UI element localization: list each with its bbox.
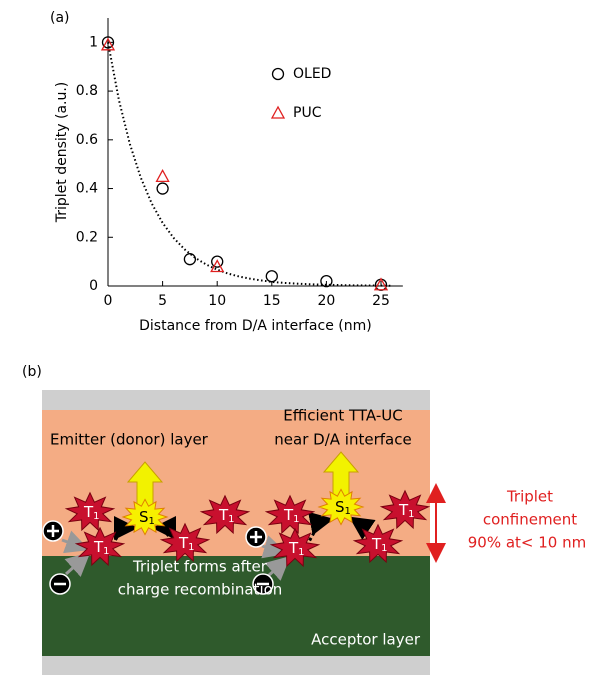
triplet-star — [379, 489, 431, 530]
triplet-star — [199, 494, 251, 535]
y-tick-label: 0.6 — [76, 132, 98, 148]
state-symbol: T — [178, 534, 189, 552]
state-symbol: T — [371, 535, 382, 553]
point — [183, 253, 197, 266]
x-tick-label: 25 — [372, 293, 390, 309]
point — [265, 270, 278, 283]
x-tick-label: 15 — [263, 293, 281, 309]
charge-arrow — [61, 530, 90, 554]
x-tick-label: 0 — [104, 293, 113, 309]
panel-label: (a) — [50, 10, 70, 26]
triplet-star — [64, 491, 116, 532]
charge-arrow — [264, 556, 291, 581]
state-index: 1 — [381, 543, 387, 554]
x-tick-label: 10 — [208, 293, 226, 309]
point — [100, 37, 116, 51]
legend-label: OLED — [293, 66, 331, 82]
triplet-star — [264, 494, 316, 535]
state-label: T1 — [371, 535, 388, 555]
state-label: T1 — [93, 538, 110, 558]
state-index: 1 — [149, 516, 155, 527]
state-label: T1 — [283, 506, 300, 526]
confinement-label: Triplet — [506, 488, 553, 506]
tta-arrow — [305, 511, 334, 547]
charge-arrow — [261, 535, 288, 559]
panel-label: (b) — [22, 364, 42, 380]
point — [155, 169, 170, 183]
state-index: 1 — [298, 547, 304, 558]
charges — [42, 520, 274, 595]
y-tick-label: 0.4 — [76, 181, 98, 197]
donor-label: Emitter (donor) layer — [50, 431, 209, 449]
state-index: 1 — [188, 542, 194, 553]
confinement-label: confinement — [483, 511, 577, 529]
acceptor-label: Acceptor layer — [311, 631, 421, 649]
fit-curve — [107, 42, 392, 287]
state-index: 1 — [103, 546, 109, 557]
state-symbol: T — [398, 501, 409, 519]
point — [320, 274, 333, 288]
singlet-star — [121, 498, 169, 536]
state-label: T1 — [218, 506, 235, 526]
x-tick-label: 5 — [158, 293, 167, 309]
state-symbol: T — [283, 506, 294, 524]
state-index: 1 — [408, 509, 414, 520]
point — [211, 255, 224, 268]
point — [210, 259, 225, 273]
state-index: 1 — [228, 514, 234, 525]
state-label: S1 — [139, 508, 155, 528]
state-label: T1 — [83, 503, 100, 523]
point — [156, 182, 169, 195]
confinement-label: 90% at< 10 nm — [468, 534, 587, 552]
triplet-star — [159, 522, 211, 563]
singlet-star — [317, 488, 365, 526]
state-symbol: T — [93, 538, 104, 556]
state-symbol: S — [335, 498, 345, 516]
state-label: S1 — [335, 498, 351, 518]
formation-label: charge recombination — [118, 581, 283, 599]
y-tick-label: 0.8 — [76, 83, 98, 99]
point — [373, 277, 389, 291]
hole-sign — [47, 525, 59, 537]
state-symbol: T — [218, 506, 229, 524]
state-symbol: T — [288, 539, 299, 557]
bottom-band — [42, 656, 430, 675]
state-label: T1 — [398, 501, 415, 521]
state-symbol: S — [139, 508, 149, 526]
y-tick-label: 0.2 — [76, 229, 98, 245]
ttauc-label: near D/A interface — [274, 431, 411, 449]
y-tick-label: 0 — [89, 278, 98, 294]
legend-marker — [270, 105, 286, 119]
state-index: 1 — [93, 511, 99, 522]
legend-marker — [271, 67, 285, 81]
hole-sign — [250, 531, 262, 543]
state-label: T1 — [178, 534, 195, 554]
ttauc-label: Efficient TTA-UC — [283, 407, 402, 425]
diagram: Emitter (donor) layer Efficient TTA-UC n… — [42, 390, 586, 675]
x-tick-label: 20 — [317, 293, 335, 309]
triplet-star — [352, 523, 404, 564]
top-band — [42, 390, 430, 410]
triplet-star — [74, 526, 126, 567]
state-index: 1 — [293, 514, 299, 525]
state-index: 1 — [345, 506, 351, 517]
y-tick-label: 1 — [89, 34, 98, 50]
chart: 0 5 10 15 20 25 0 0.2 0.4 0.6 0.8 1 Distance from D/… — [54, 18, 403, 334]
point — [101, 36, 115, 49]
acceptor-layer — [42, 556, 430, 656]
x-axis-label: Distance from D/A interface (nm) — [139, 318, 372, 334]
state-symbol: T — [83, 503, 94, 521]
charge-arrow — [64, 551, 91, 577]
triplet-star — [269, 527, 321, 568]
legend-label: PUC — [293, 105, 322, 121]
state-label: T1 — [288, 539, 305, 559]
formation-label: Triplet forms after — [132, 558, 268, 576]
y-axis-label: Triplet density (a.u.) — [54, 82, 70, 224]
